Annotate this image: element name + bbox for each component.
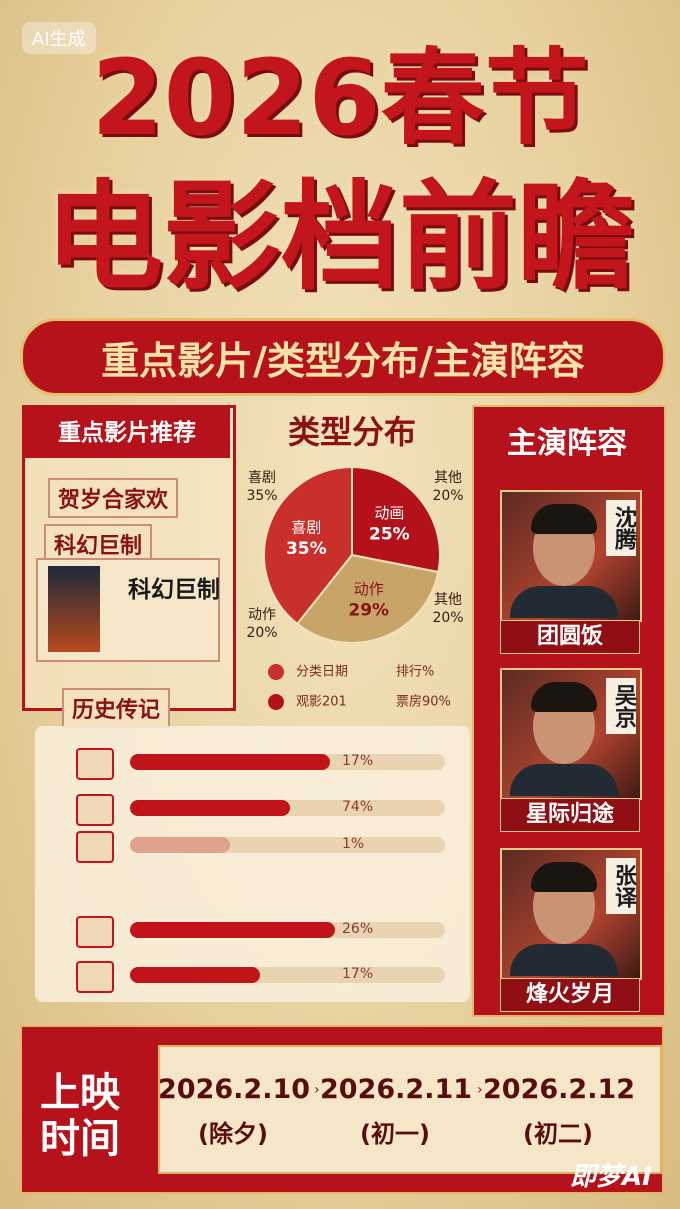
actor-film: 烽火岁月 — [500, 978, 640, 1012]
bar-icon — [76, 831, 114, 863]
title-line-1: 2026春节 — [91, 37, 589, 159]
actor-hair — [531, 862, 597, 892]
date-arrow: › — [314, 1082, 320, 1098]
release-day: (初一) — [360, 1120, 430, 1148]
legend-label: 观影201 — [296, 695, 347, 710]
bar-label: 74% — [342, 799, 374, 815]
featured-item: 科幻巨制 — [44, 524, 153, 564]
actor-body — [510, 944, 618, 976]
subtitle-banner — [20, 318, 666, 396]
actor-hair — [531, 682, 597, 712]
watermark: 即梦AI — [570, 1162, 652, 1192]
pie-slice — [351, 465, 441, 574]
release-day: (除夕) — [198, 1120, 268, 1148]
callout-label: 20% — [246, 625, 277, 641]
film-card-label: 科幻巨制 — [128, 577, 220, 603]
callout-name: 其他 — [434, 470, 462, 486]
bar-icon — [76, 916, 114, 948]
bar-icon — [76, 794, 114, 826]
bar-icon — [76, 961, 114, 993]
cast-heading: 主演阵容 — [507, 426, 627, 461]
callout-label: 20% — [432, 488, 463, 504]
film-poster — [48, 566, 100, 652]
title-line-2: 电影档前瞻 — [44, 168, 635, 306]
actor-film: 星际归途 — [500, 798, 640, 832]
release-heading: 上映 — [40, 1070, 120, 1116]
release-day: (初二) — [523, 1120, 593, 1148]
release-date: 2026.2.10 — [158, 1074, 311, 1105]
slice-name: 动作 — [354, 580, 384, 598]
pie-slice — [263, 465, 353, 626]
bar-track — [130, 837, 445, 853]
section-label: 历史传记 — [62, 688, 171, 728]
featured-heading: 重点影片推荐 — [24, 408, 230, 458]
date-box — [158, 1045, 662, 1174]
slice-name: 动画 — [374, 504, 404, 522]
slice-label: 25% — [369, 524, 410, 544]
bar — [130, 967, 260, 983]
callout-name: 其他 — [434, 592, 462, 608]
legend-label: 分类日期 — [296, 665, 348, 680]
bar-label: 17% — [342, 966, 374, 982]
release-heading: 时间 — [40, 1116, 120, 1162]
legend-label: 票房90% — [396, 694, 451, 710]
bar-label: 17% — [342, 753, 374, 769]
bar-label: 1% — [342, 836, 365, 852]
slice-label: 29% — [348, 600, 389, 620]
actor-body — [510, 764, 618, 796]
chart-title: 类型分布 — [288, 413, 416, 451]
actor-name: 吴京 — [606, 678, 636, 734]
actor-film: 团圆饭 — [500, 620, 640, 654]
legend-dot — [268, 694, 284, 710]
actor-body — [510, 586, 618, 618]
release-date: 2026.2.12 — [483, 1074, 636, 1105]
bar-label: 26% — [342, 921, 374, 937]
legend-dot — [268, 664, 284, 680]
actor-hair — [531, 504, 597, 534]
bar — [130, 837, 230, 853]
actor-name: 张译 — [606, 858, 636, 914]
callout-label: 20% — [432, 610, 463, 626]
bar — [130, 800, 290, 816]
callout-name: 喜剧 — [248, 470, 276, 486]
date-arrow: › — [477, 1082, 483, 1098]
callout-name: 动作 — [248, 607, 276, 623]
actor-name: 沈腾 — [606, 500, 636, 556]
featured-item: 贺岁合家欢 — [48, 478, 179, 518]
slice-name: 喜剧 — [291, 519, 321, 537]
legend-label: 排行% — [396, 665, 434, 680]
callout-label: 35% — [246, 488, 277, 504]
bar — [130, 922, 335, 938]
pie-slice — [295, 553, 440, 644]
slice-label: 35% — [286, 539, 327, 559]
bar-icon — [76, 748, 114, 780]
subtitle: 重点影片/类型分布/主演阵容 — [101, 339, 585, 383]
ai-badge: AI生成 — [22, 22, 96, 54]
bar — [130, 754, 330, 770]
release-date: 2026.2.11 — [320, 1074, 473, 1105]
